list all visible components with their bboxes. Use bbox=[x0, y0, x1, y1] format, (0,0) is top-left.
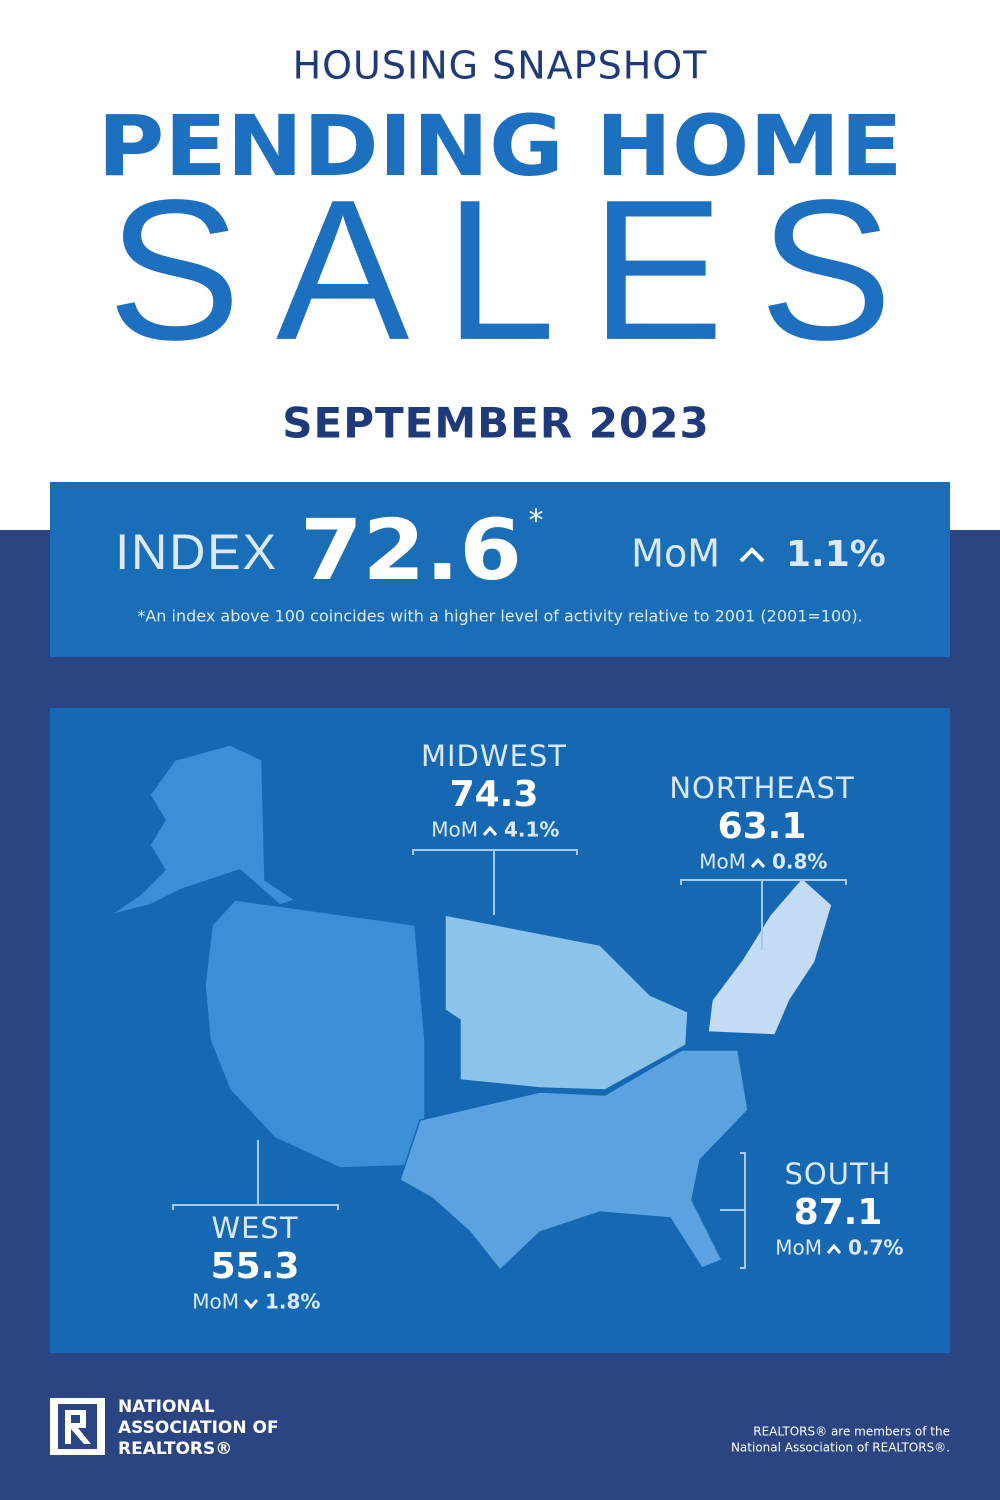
disclaimer: REALTORS® are members of the National Ass… bbox=[731, 1425, 950, 1455]
up-arrow bbox=[482, 825, 498, 836]
west-region bbox=[204, 899, 426, 1169]
kicker: HOUSING SNAPSHOT bbox=[293, 44, 708, 88]
index-footnote: *An index above 100 coincides with a hig… bbox=[137, 607, 862, 626]
index-label: INDEX bbox=[115, 524, 278, 580]
region-mom-value: 0.8% bbox=[772, 850, 827, 874]
logo-line: ASSOCIATION OF bbox=[118, 1418, 279, 1438]
title: PENDING HOME bbox=[98, 97, 903, 195]
region-mom-label: MoM bbox=[775, 1236, 822, 1260]
index-asterisk: * bbox=[529, 504, 544, 539]
up-arrow bbox=[826, 1243, 842, 1254]
region-mom-value: 1.8% bbox=[265, 1290, 320, 1314]
south-region bbox=[399, 1049, 749, 1272]
region-name: MIDWEST bbox=[421, 739, 567, 773]
index-mom-value: 1.1% bbox=[786, 534, 886, 575]
down-arrow bbox=[243, 1299, 259, 1310]
region-mom-value: 0.7% bbox=[848, 1236, 903, 1260]
region-name: WEST bbox=[211, 1211, 298, 1245]
title-large: SALES bbox=[108, 159, 893, 382]
region-mom-label: MoM bbox=[699, 850, 746, 874]
up-arrow bbox=[750, 857, 766, 868]
logo-mark bbox=[58, 1404, 97, 1449]
midwest-region bbox=[444, 914, 689, 1091]
logo-line: REALTORS® bbox=[118, 1439, 232, 1459]
region-value: 63.1 bbox=[718, 806, 807, 847]
index-value: 72.6 bbox=[300, 501, 522, 599]
region-name: NORTHEAST bbox=[669, 771, 854, 805]
region-mom-label: MoM bbox=[192, 1290, 239, 1314]
disclaimer-line: REALTORS® are members of the bbox=[753, 1425, 950, 1439]
period: SEPTEMBER 2023 bbox=[282, 399, 709, 448]
logo-line: NATIONAL bbox=[118, 1397, 215, 1417]
us-map bbox=[109, 744, 833, 1272]
leader-lines bbox=[172, 849, 847, 1269]
region-mom-label: MoM bbox=[431, 818, 478, 842]
northeast-region bbox=[707, 876, 833, 1036]
region-value: 74.3 bbox=[450, 774, 539, 815]
index-mom-label: MoM bbox=[631, 532, 720, 576]
region-name: SOUTH bbox=[785, 1157, 892, 1191]
alaska bbox=[109, 744, 297, 916]
region-value: 55.3 bbox=[211, 1246, 300, 1287]
index-panel bbox=[50, 482, 950, 657]
disclaimer-line: National Association of REALTORS®. bbox=[731, 1441, 950, 1455]
region-mom-value: 4.1% bbox=[504, 818, 559, 842]
region-value: 87.1 bbox=[794, 1192, 883, 1233]
up-arrow bbox=[739, 547, 765, 563]
